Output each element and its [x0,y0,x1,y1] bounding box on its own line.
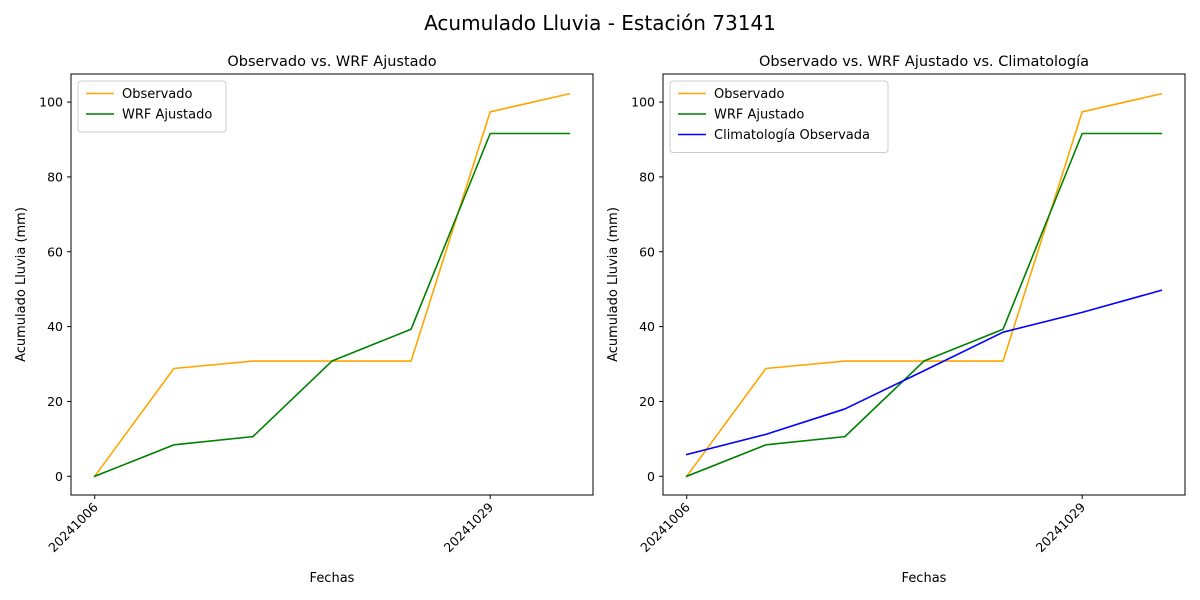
y-tick-label: 100 [631,95,655,110]
plot-frame [70,73,594,496]
y-tick-label: 0 [647,469,655,484]
legend-label: WRF Ajustado [714,108,804,123]
chart-panel-left: Observado vs. WRF Ajustado 0 20 40 60 80 100 20… [14,54,594,586]
chart-title: Observado vs. WRF Ajustado vs. Climatolo… [759,54,1089,70]
legend: Observado WRF Ajustado [77,80,227,133]
legend: Observado WRF Ajustado Climatología Observ… [669,80,889,153]
y-tick-label: 100 [39,95,63,110]
legend-label: Observado [122,87,193,102]
x-tick-label: 20241029 [441,499,497,555]
plot-frame [662,73,1186,496]
series-line-climatolog-a-observada [685,289,1163,456]
chart-title: Observado vs. WRF Ajustado [227,54,436,70]
series-line-wrf-ajustado [685,132,1163,478]
series-line-observado [93,92,571,478]
y-tick-label: 20 [639,394,655,409]
legend-box [77,80,227,133]
legend-label: WRF Ajustado [122,108,212,123]
y-tick-label: 80 [47,169,63,184]
y-axis-label: Acumulado Lluvia (mm) [606,207,621,362]
x-tick-label: 20241006 [45,499,101,555]
x-tick-label: 20241006 [637,499,693,555]
x-tick-label: 20241029 [1033,499,1089,555]
legend-label: Climatología Observada [714,128,870,143]
y-tick-label: 20 [47,394,63,409]
x-axis-label: Fechas [902,571,947,586]
y-axis-label: Acumulado Lluvia (mm) [14,207,29,362]
figure-suptitle: Acumulado Lluvia - Estación 73141 [424,11,776,35]
y-tick-label: 40 [639,319,655,334]
y-tick-label: 60 [639,244,655,259]
legend-box [669,80,889,153]
y-tick-label: 0 [55,469,63,484]
chart-panel-right: Observado vs. WRF Ajustado vs. Climatolo… [606,54,1186,586]
x-axis-label: Fechas [310,571,355,586]
legend-label: Observado [714,87,785,102]
y-tick-label: 60 [47,244,63,259]
y-tick-label: 80 [639,169,655,184]
y-tick-label: 40 [47,319,63,334]
series-line-wrf-ajustado [93,132,571,478]
